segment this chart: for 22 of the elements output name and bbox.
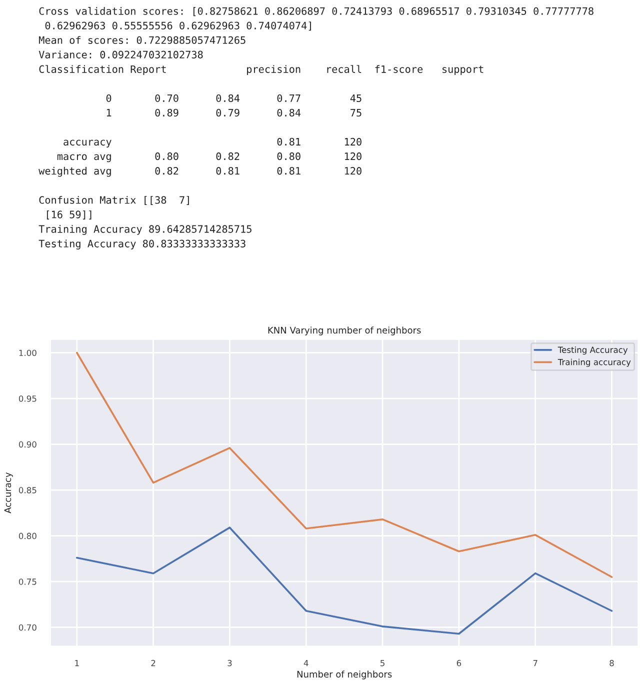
y-tick-label: 0.95 — [18, 395, 36, 402]
x-tick-label: 1 — [75, 660, 79, 666]
chart-title: KNN Varying number of neighbors — [268, 326, 421, 336]
x-tick-label: 3 — [228, 660, 232, 666]
y-tick-label: 1.00 — [19, 350, 36, 356]
x-tick-label: 2 — [151, 660, 156, 666]
x-tick-label: 8 — [610, 660, 614, 666]
x-tick-label: 4 — [304, 660, 308, 666]
y-tick-label: 0.70 — [18, 624, 36, 631]
y-tick-label: 0.80 — [18, 532, 36, 540]
y-tick-label: 0.90 — [18, 441, 36, 448]
x-tick-label: 6 — [456, 660, 462, 666]
legend-label: Testing Accuracy — [558, 346, 628, 355]
x-tick-label: 5 — [380, 660, 384, 666]
y-axis-title: Accuracy — [4, 472, 13, 514]
y-tick-label: 0.85 — [18, 487, 36, 494]
line-series — [76, 526, 613, 635]
x-tick-label: 7 — [533, 660, 538, 666]
text: Cross validation scores: [0.82758621 0.86206897 0.72413793 0.68965517 0.79310345 0.77777778 0.62962963 0.55555556 0.62962963 0.74074074] Mean of scores: 0.7229885057471265 Variance: 0.092247032102738 Classification Report precision recall f1-score support 0 0.70 0.84 0.77 45 1 0.89 0.79 0.84 75 accuracy 0.81 120 macro avg 0.80 0.82 0.80 120 weighted avg 0.82 0.81 0.81 120 Confusion Matrix [[38 7] [16 59]] Training Accuracy 89.64285714285715 Testing Accuracy 80.83333333333333 — [38, 6, 594, 250]
x-axis-title: Number of neighbors — [297, 670, 392, 680]
legend-label: Training accuracy — [558, 358, 631, 367]
y-tick-label: 0.75 — [18, 578, 36, 585]
